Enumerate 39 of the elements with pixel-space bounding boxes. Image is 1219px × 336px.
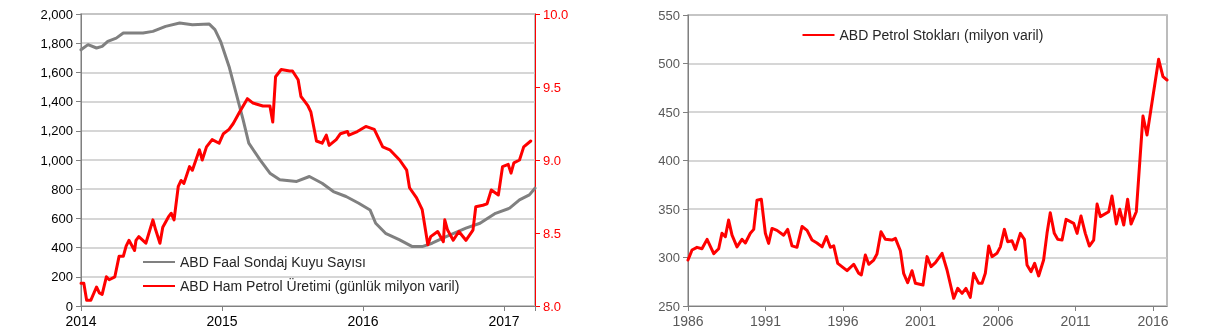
x-tick-label: 2011 xyxy=(1060,313,1091,329)
x-tick-label: 2016 xyxy=(1137,313,1169,329)
y2-tick-label: 10.0 xyxy=(543,6,569,22)
y-tick-label: 1,800 xyxy=(40,35,73,51)
y-tick-label: 800 xyxy=(51,181,73,197)
y-tick-label: 400 xyxy=(51,240,73,256)
x-tick-label: 1996 xyxy=(827,313,859,329)
y2-tick-label: 9.0 xyxy=(543,152,562,168)
x-tick-label: 2015 xyxy=(206,313,238,329)
x-tick-label: 2014 xyxy=(65,313,97,329)
y-tick-label: 350 xyxy=(658,201,680,217)
legend-label: ABD Ham Petrol Üretimi (günlük milyon varil) xyxy=(180,277,460,294)
line-series xyxy=(686,57,1169,300)
y-tick-label: 200 xyxy=(51,269,73,285)
y2-tick-label: 8.5 xyxy=(543,225,562,241)
legend-label: ABD Petrol Stokları (milyon varil) xyxy=(839,27,1044,43)
y-tick-label: 550 xyxy=(658,7,680,23)
y-tick-label: 500 xyxy=(658,56,680,71)
y-tick-label: 1,000 xyxy=(40,152,73,168)
y-tick-label: 250 xyxy=(658,298,680,314)
x-tick-label: 2017 xyxy=(488,313,520,329)
y-tick-label: 400 xyxy=(658,153,680,168)
y2-tick-label: 9.5 xyxy=(543,79,562,95)
legend-label: ABD Faal Sondaj Kuyu Sayısı xyxy=(180,254,366,270)
x-tick-label: 2016 xyxy=(347,313,379,329)
y2-tick-label: 8.0 xyxy=(543,298,562,314)
x-tick-label: 1991 xyxy=(749,313,782,329)
y-tick-label: 1,600 xyxy=(40,64,73,80)
x-tick-label: 2001 xyxy=(904,313,937,329)
y-tick-label: 2,000 xyxy=(40,6,73,22)
x-tick-label: 1986 xyxy=(672,313,704,329)
y-tick-label: 1,400 xyxy=(40,94,73,110)
y-tick-label: 450 xyxy=(658,104,680,120)
y-tick-label: 1,200 xyxy=(40,123,73,139)
y-tick-label: 0 xyxy=(65,298,73,314)
x-tick-label: 2006 xyxy=(982,313,1014,329)
y-tick-label: 300 xyxy=(658,250,680,265)
y-tick-label: 600 xyxy=(51,210,73,226)
line-series xyxy=(79,67,533,302)
